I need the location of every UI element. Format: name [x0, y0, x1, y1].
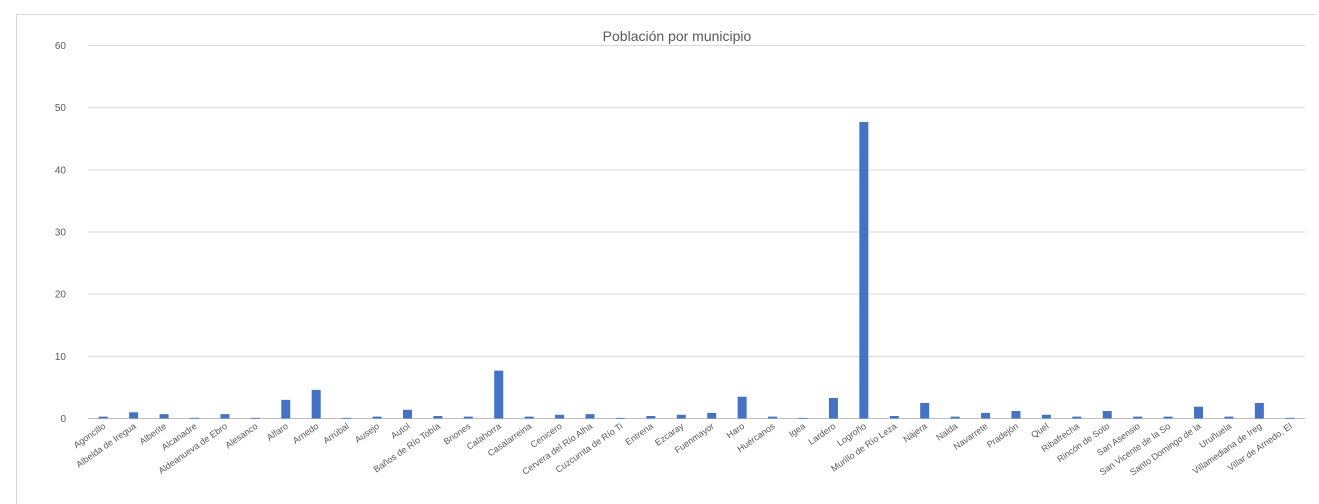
- x-tick-label: Haro: [725, 421, 747, 440]
- bar-28: [920, 402, 930, 419]
- x-tick-label: Alfaro: [265, 421, 290, 443]
- bar-34: [1102, 411, 1112, 419]
- y-tick-label: 10: [55, 352, 67, 363]
- bar-35: [1133, 416, 1143, 419]
- bar-31: [1011, 411, 1021, 419]
- bar-24: [798, 417, 808, 419]
- y-tick-label: 40: [55, 165, 67, 176]
- bar-14: [494, 370, 504, 419]
- x-tick-label: Nalda: [934, 421, 959, 443]
- x-tick-label: Arnedo: [291, 421, 321, 446]
- y-axis-ticks: 0 10 20 30 40 50 60: [55, 41, 67, 425]
- bar-4: [189, 417, 199, 419]
- bar-38: [1224, 416, 1234, 419]
- x-tick-label: Arrúbal: [321, 421, 351, 446]
- x-tick-label: Autol: [389, 421, 412, 441]
- bar-30: [981, 412, 991, 419]
- y-tick-label: 20: [55, 290, 67, 301]
- bar-11: [402, 409, 412, 419]
- chart-title: Población por municipio: [603, 28, 752, 44]
- bar-16: [555, 414, 565, 419]
- x-tick-label: Lardero: [806, 421, 837, 447]
- x-tick-label: Entrena: [623, 421, 655, 447]
- y-tick-label: 50: [55, 103, 67, 114]
- x-tick-label: Navarrete: [952, 421, 990, 452]
- y-tick-label: 60: [55, 41, 67, 52]
- bar-26: [859, 121, 869, 419]
- x-tick-label: Nájera: [901, 421, 928, 444]
- bar-21: [707, 412, 717, 419]
- bar-8: [311, 389, 321, 419]
- bar-39: [1254, 402, 1264, 419]
- bar-12: [433, 416, 443, 419]
- bar-5: [220, 414, 230, 419]
- gridlines: [88, 45, 1305, 419]
- y-tick-label: 0: [60, 414, 66, 425]
- x-tick-label: Igea: [787, 421, 807, 439]
- bar-6: [250, 417, 260, 419]
- bar-25: [828, 397, 838, 419]
- bar-27: [889, 416, 899, 419]
- bar-19: [646, 416, 656, 419]
- bar-29: [950, 416, 960, 419]
- bar-40: [1285, 417, 1295, 419]
- bar-23: [768, 416, 778, 419]
- bar-1: [98, 416, 108, 419]
- bar-17: [585, 414, 595, 419]
- chart-area: [16, 14, 1316, 504]
- bar-37: [1194, 406, 1204, 419]
- bar-7: [281, 399, 291, 419]
- x-tick-label: Quel: [1029, 421, 1050, 440]
- bar-15: [524, 416, 534, 419]
- bar-2: [129, 412, 139, 419]
- x-tick-label: Ausejo: [353, 421, 381, 445]
- bars: [98, 121, 1295, 419]
- bar-3: [159, 414, 169, 419]
- x-tick-label: Rincón de Soto: [1055, 421, 1111, 464]
- x-tick-label: Alesanco: [223, 421, 259, 450]
- y-tick-label: 30: [55, 228, 67, 239]
- x-tick-label: Pradejón: [985, 421, 1020, 450]
- bar-10: [372, 416, 382, 419]
- bar-32: [1041, 414, 1051, 419]
- bar-13: [463, 416, 473, 419]
- bar-33: [1072, 416, 1082, 419]
- bar-18: [615, 417, 625, 419]
- bar-20: [676, 414, 686, 419]
- bar-9: [342, 417, 352, 419]
- bar-22: [737, 396, 747, 419]
- bar-36: [1163, 416, 1173, 419]
